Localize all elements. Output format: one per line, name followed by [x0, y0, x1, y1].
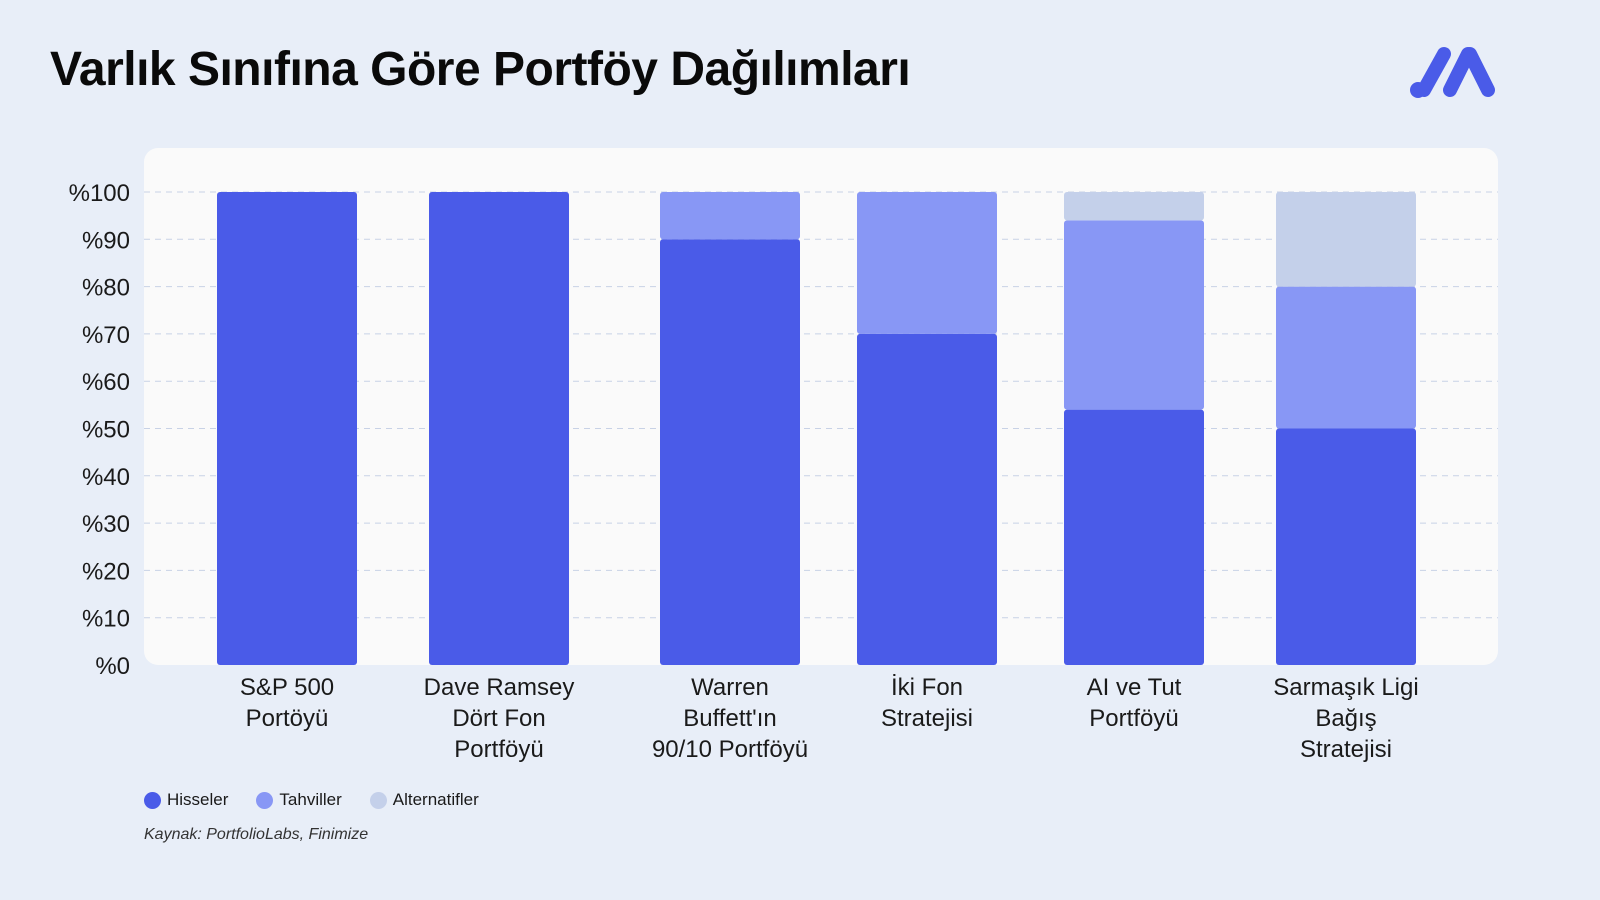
brand-logo-icon	[1410, 47, 1495, 98]
y-tick-label: %70	[82, 322, 130, 349]
x-tick-label: Portföyü	[454, 736, 543, 763]
bar-segment-tahviller	[1064, 220, 1204, 410]
bar-segment-alternatifler	[1276, 192, 1416, 287]
x-tick-label: Portöyü	[246, 705, 329, 732]
y-tick-label: %90	[82, 227, 130, 254]
y-tick-label: %10	[82, 606, 130, 633]
x-tick-label: Dave Ramsey	[424, 674, 575, 701]
legend-label: Tahviller	[279, 790, 342, 809]
legend-item-alternatifler: Alternatifler	[369, 790, 479, 810]
legend-swatch-hisseler	[144, 791, 161, 809]
x-tick-label: Dört Fon	[452, 705, 545, 732]
x-tick-label: S&P 500	[240, 674, 334, 701]
x-tick-label: 90/10 Portföyü	[652, 736, 808, 763]
y-tick-label: %30	[82, 511, 130, 538]
y-tick-label: %20	[82, 558, 130, 585]
bar-segment-hisseler	[429, 192, 569, 665]
x-tick-label: Warren	[691, 674, 769, 701]
y-tick-label: %0	[95, 653, 130, 680]
bar-segment-alternatifler	[1064, 192, 1204, 221]
legend-label: Hisseler	[167, 790, 229, 809]
bar-segment-hisseler	[1276, 428, 1416, 665]
x-tick-label: Stratejisi	[881, 705, 973, 732]
legend-item-tahviller: Tahviller	[256, 790, 342, 810]
x-tick-label: AI ve Tut	[1087, 674, 1182, 701]
y-tick-label: %50	[82, 417, 130, 444]
x-tick-label: Portföyü	[1089, 705, 1178, 732]
y-tick-label: %60	[82, 369, 130, 396]
chart-legend: Hisseler Tahviller Alternatifler	[144, 790, 479, 810]
bar-segment-hisseler	[660, 239, 800, 666]
bar-segment-hisseler	[1064, 409, 1204, 665]
chart-panel	[144, 148, 1498, 665]
source-note: Kaynak: PortfolioLabs, Finimize	[144, 826, 369, 843]
y-tick-label: %100	[69, 180, 130, 207]
x-tick-label: Buffett'ın	[683, 705, 777, 732]
legend-swatch-alternatifler	[369, 791, 387, 809]
x-tick-label: Bağış	[1315, 705, 1376, 732]
bar-segment-hisseler	[217, 192, 357, 665]
x-tick-label: Stratejisi	[1300, 736, 1392, 763]
x-tick-label: İki Fon	[891, 674, 963, 701]
bar-segment-hisseler	[857, 333, 997, 665]
bar-segment-tahviller	[660, 192, 800, 240]
y-tick-label: %40	[82, 464, 130, 491]
bar-segment-tahviller	[857, 192, 997, 334]
page-title: Varlık Sınıfına Göre Portföy Dağılımları	[50, 43, 911, 96]
legend-label: Alternatifler	[392, 790, 479, 809]
bar-segment-tahviller	[1276, 286, 1416, 429]
legend-swatch-tahviller	[256, 791, 274, 809]
x-tick-label: Sarmaşık Ligi	[1273, 674, 1418, 701]
legend-item-hisseler: Hisseler	[144, 790, 228, 810]
y-tick-label: %80	[82, 275, 130, 302]
